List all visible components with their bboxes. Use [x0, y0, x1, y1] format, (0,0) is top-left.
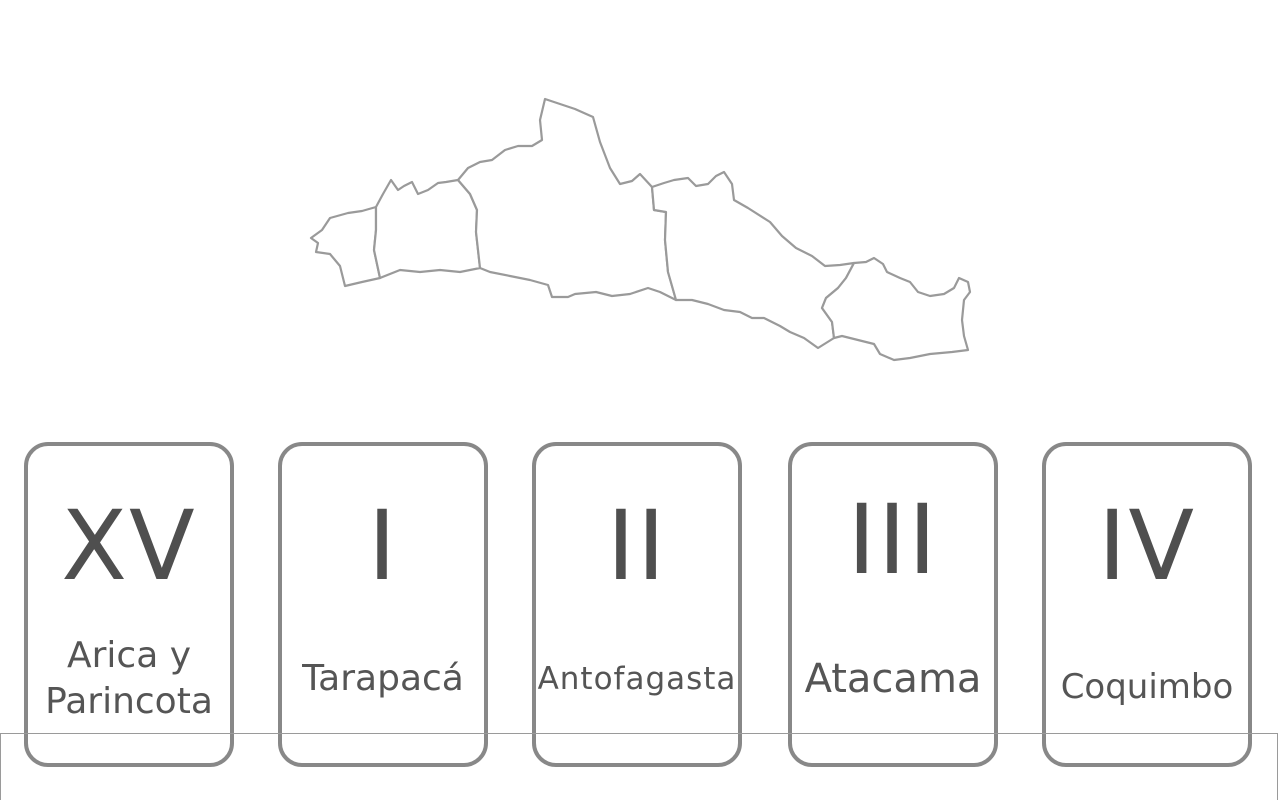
region-card-iii[interactable]: III Atacama: [788, 442, 998, 767]
map-region-xv[interactable]: [309, 205, 382, 288]
card-numeral: II: [606, 490, 668, 602]
card-numeral: III: [847, 484, 939, 596]
card-name-line1: Tarapacá: [302, 658, 464, 699]
region-card-xv[interactable]: XV Arica y Parincota: [24, 442, 234, 767]
card-numeral: IV: [1098, 490, 1196, 602]
region-card-i[interactable]: I Tarapacá: [278, 442, 488, 767]
card-name-line1: Coquimbo: [1060, 667, 1234, 707]
map-region-i[interactable]: [372, 178, 482, 280]
card-region-name: Arica y Parincota: [20, 634, 238, 724]
card-region-name: Coquimbo: [1038, 642, 1256, 732]
card-name-line1: Arica y: [66, 635, 191, 676]
card-numeral: XV: [61, 490, 197, 602]
card-tray: [0, 733, 1278, 800]
card-region-name: Tarapacá: [274, 634, 492, 724]
chile-regions-map: [300, 90, 980, 370]
card-name-line2: Parincota: [45, 681, 213, 722]
card-numeral: I: [367, 490, 399, 602]
card-region-name: Atacama: [784, 634, 1002, 724]
map-region-iii[interactable]: [650, 170, 856, 350]
card-name-line1: Atacama: [804, 656, 982, 702]
card-name-line1: Antofagasta: [537, 661, 737, 697]
card-region-name: Antofagasta: [528, 634, 746, 724]
map-region-ii[interactable]: [456, 97, 678, 302]
map-region-iv[interactable]: [820, 256, 972, 362]
region-card-ii[interactable]: II Antofagasta: [532, 442, 742, 767]
region-card-iv[interactable]: IV Coquimbo: [1042, 442, 1252, 767]
